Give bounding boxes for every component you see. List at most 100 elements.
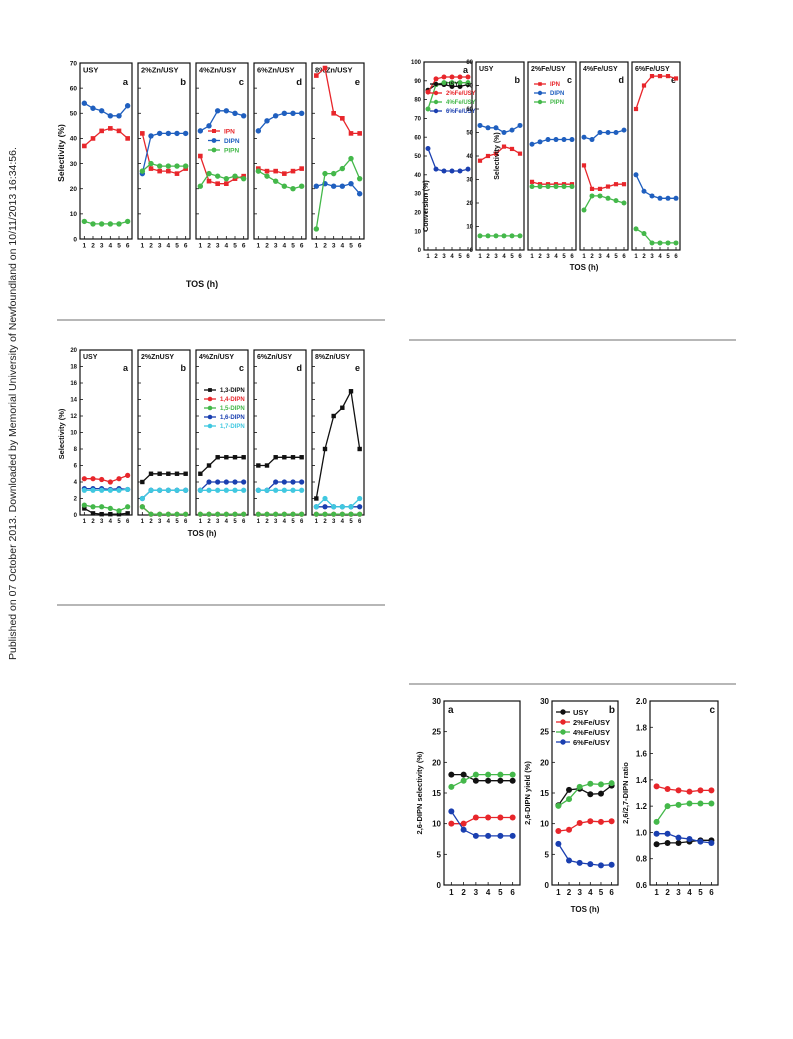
data-point bbox=[99, 487, 105, 493]
series-ipn bbox=[581, 163, 627, 191]
data-point bbox=[587, 780, 594, 787]
data-point bbox=[148, 511, 154, 517]
data-point bbox=[282, 171, 287, 176]
data-point bbox=[348, 131, 354, 136]
panel-title: 4%Fe/USY bbox=[583, 66, 618, 73]
data-point bbox=[433, 81, 439, 87]
data-point bbox=[472, 832, 479, 839]
data-point bbox=[166, 168, 171, 174]
series-1-3-dipn bbox=[198, 455, 246, 476]
panel-b: 1 2 3 4 5 6 2%ZnUSY b bbox=[137, 349, 191, 525]
sidebar-text-line: Published on 07 October 2013. Downloaded… bbox=[7, 147, 19, 660]
series-6-fe-usy bbox=[653, 830, 715, 846]
legend-label: USY bbox=[446, 82, 458, 88]
data-point bbox=[232, 455, 238, 460]
panel-letter: a bbox=[123, 363, 129, 373]
data-point bbox=[90, 221, 96, 227]
data-point bbox=[589, 193, 595, 199]
x-tick-label: 4 bbox=[225, 519, 229, 525]
data-point bbox=[665, 240, 671, 246]
data-point bbox=[183, 471, 188, 476]
x-tick-label: 1 bbox=[257, 243, 261, 250]
data-point bbox=[241, 455, 246, 460]
data-point bbox=[665, 74, 671, 79]
x-tick-label: 2 bbox=[665, 888, 670, 897]
data-point bbox=[206, 178, 212, 184]
legend-label: 2%Fe/USY bbox=[446, 91, 476, 97]
data-point bbox=[348, 504, 354, 510]
data-point bbox=[340, 405, 345, 410]
data-point bbox=[314, 496, 319, 501]
data-point bbox=[560, 729, 566, 735]
data-point bbox=[561, 137, 567, 143]
data-point bbox=[649, 193, 655, 199]
x-tick-label: 4 bbox=[554, 254, 558, 260]
x-tick-label: 3 bbox=[676, 888, 681, 897]
data-point bbox=[139, 495, 145, 502]
data-point bbox=[299, 511, 305, 517]
data-point bbox=[357, 495, 363, 502]
data-point bbox=[206, 511, 212, 517]
panel-letter: d bbox=[297, 363, 303, 373]
data-point bbox=[613, 198, 619, 204]
series-1-5-dipn bbox=[313, 511, 363, 517]
data-point bbox=[356, 191, 363, 197]
data-point bbox=[99, 476, 105, 483]
divider bbox=[57, 319, 385, 321]
data-point bbox=[273, 487, 279, 493]
data-point bbox=[148, 487, 154, 493]
data-point bbox=[223, 479, 229, 485]
x-tick-label: 3 bbox=[332, 519, 336, 525]
data-point bbox=[517, 233, 523, 239]
y-tick-label: 2.0 bbox=[636, 697, 648, 706]
data-point bbox=[116, 508, 122, 514]
data-point bbox=[322, 65, 328, 71]
x-tick-label: 3 bbox=[332, 243, 336, 250]
data-point bbox=[576, 820, 583, 827]
data-point bbox=[255, 168, 262, 174]
panel-frame bbox=[443, 700, 521, 886]
y-tick-label: 0.8 bbox=[636, 855, 648, 864]
y-tick-label: 70 bbox=[414, 117, 421, 123]
data-point bbox=[255, 511, 261, 517]
data-point bbox=[561, 184, 567, 190]
data-point bbox=[708, 787, 715, 794]
x-tick-label: 3 bbox=[158, 243, 162, 250]
data-point bbox=[472, 771, 479, 778]
x-tick-label: 4 bbox=[225, 243, 229, 250]
data-point bbox=[174, 487, 180, 493]
data-point bbox=[322, 495, 328, 502]
data-point bbox=[197, 487, 203, 493]
y-tick-label: 10 bbox=[414, 229, 421, 235]
data-point bbox=[339, 511, 345, 517]
series-dipn bbox=[529, 137, 575, 147]
data-point bbox=[330, 183, 337, 189]
y-tick-label: 25 bbox=[432, 728, 441, 737]
data-point bbox=[675, 787, 682, 794]
panel-letter: c bbox=[709, 705, 715, 716]
series-ipn bbox=[198, 153, 246, 186]
data-point bbox=[174, 471, 180, 476]
x-tick-label: 4 bbox=[109, 243, 113, 250]
legend-label: IPN bbox=[550, 82, 560, 88]
data-point bbox=[207, 414, 213, 420]
data-point bbox=[485, 832, 492, 839]
data-point bbox=[273, 455, 278, 460]
data-point bbox=[108, 126, 113, 131]
series-line bbox=[315, 389, 361, 499]
series-1-3-dipn bbox=[256, 455, 304, 468]
data-point bbox=[664, 830, 671, 837]
legend: IPN DIPN PIPN bbox=[534, 82, 564, 106]
data-point bbox=[107, 505, 113, 511]
panel-title: 2%Zn/USY bbox=[141, 66, 179, 75]
panel-title: 8%Zn/USY bbox=[315, 354, 350, 361]
data-point bbox=[501, 130, 507, 135]
y-tick-label: 20 bbox=[70, 186, 78, 193]
data-point bbox=[621, 182, 627, 187]
x-tick-label: 2 bbox=[461, 888, 466, 897]
x-tick-label: 4 bbox=[167, 243, 171, 250]
series-pipn bbox=[529, 184, 575, 190]
data-point bbox=[433, 166, 439, 172]
data-point bbox=[441, 74, 447, 80]
